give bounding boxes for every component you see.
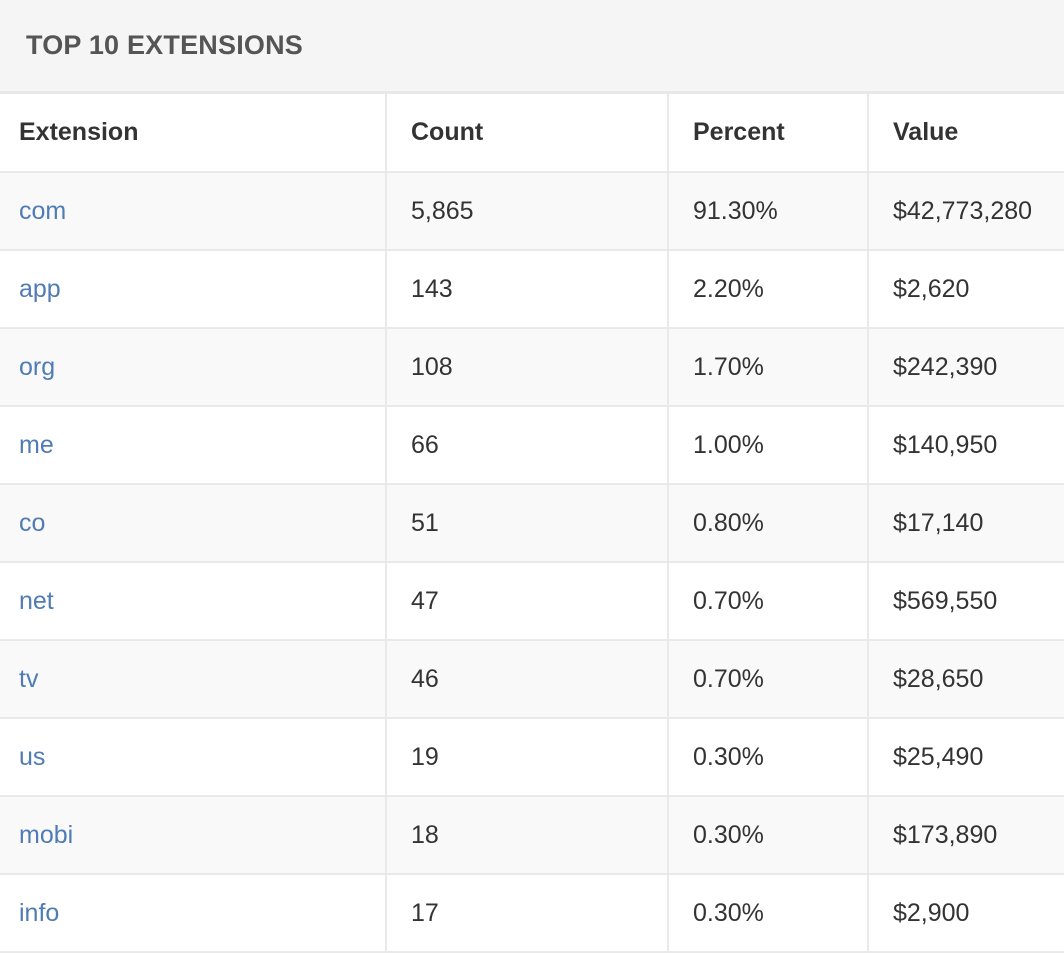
column-header-value: Value xyxy=(867,94,1064,173)
count-cell: 51 xyxy=(385,484,668,563)
extension-cell: info xyxy=(0,874,386,953)
percent-cell: 0.80% xyxy=(667,484,868,563)
table-row: us 19 0.30% $25,490 xyxy=(0,718,1064,797)
value-cell: $42,773,280 xyxy=(867,172,1064,251)
extension-link[interactable]: mobi xyxy=(19,820,74,849)
value-cell: $2,900 xyxy=(867,874,1064,953)
value-cell: $17,140 xyxy=(867,484,1064,563)
extension-link[interactable]: us xyxy=(19,742,46,771)
panel-heading: TOP 10 EXTENSIONS xyxy=(0,0,1064,94)
extension-cell: me xyxy=(0,406,386,485)
percent-cell: 1.70% xyxy=(667,328,868,407)
percent-cell: 0.30% xyxy=(667,718,868,797)
extension-link[interactable]: me xyxy=(19,430,54,459)
extension-cell: tv xyxy=(0,640,386,719)
column-header-count: Count xyxy=(385,94,668,173)
value-cell: $2,620 xyxy=(867,250,1064,329)
extension-cell: app xyxy=(0,250,386,329)
count-cell: 46 xyxy=(385,640,668,719)
extension-link[interactable]: info xyxy=(19,898,60,927)
percent-cell: 0.70% xyxy=(667,562,868,641)
value-cell: $569,550 xyxy=(867,562,1064,641)
percent-cell: 0.30% xyxy=(667,796,868,875)
panel-title: TOP 10 EXTENSIONS xyxy=(26,30,303,60)
count-cell: 47 xyxy=(385,562,668,641)
percent-cell: 1.00% xyxy=(667,406,868,485)
table-row: mobi 18 0.30% $173,890 xyxy=(0,796,1064,875)
header-row: Extension Count Percent Value xyxy=(0,94,1064,173)
value-cell: $140,950 xyxy=(867,406,1064,485)
value-cell: $173,890 xyxy=(867,796,1064,875)
count-cell: 143 xyxy=(385,250,668,329)
column-header-percent: Percent xyxy=(667,94,868,173)
count-cell: 18 xyxy=(385,796,668,875)
extension-link[interactable]: tv xyxy=(19,664,39,693)
table-row: me 66 1.00% $140,950 xyxy=(0,406,1064,485)
extension-cell: mobi xyxy=(0,796,386,875)
value-cell: $242,390 xyxy=(867,328,1064,407)
percent-cell: 0.30% xyxy=(667,874,868,953)
table-row: org 108 1.70% $242,390 xyxy=(0,328,1064,407)
count-cell: 66 xyxy=(385,406,668,485)
percent-cell: 2.20% xyxy=(667,250,868,329)
table-row: com 5,865 91.30% $42,773,280 xyxy=(0,172,1064,251)
count-cell: 19 xyxy=(385,718,668,797)
extension-cell: us xyxy=(0,718,386,797)
table-row: info 17 0.30% $2,900 xyxy=(0,874,1064,953)
count-cell: 17 xyxy=(385,874,668,953)
table-row: net 47 0.70% $569,550 xyxy=(0,562,1064,641)
extension-link[interactable]: co xyxy=(19,508,46,537)
extension-cell: net xyxy=(0,562,386,641)
extension-link[interactable]: com xyxy=(19,196,67,225)
count-cell: 108 xyxy=(385,328,668,407)
table-row: tv 46 0.70% $28,650 xyxy=(0,640,1064,719)
extension-cell: org xyxy=(0,328,386,407)
extension-link[interactable]: app xyxy=(19,274,61,303)
value-cell: $28,650 xyxy=(867,640,1064,719)
extensions-table: Extension Count Percent Value com 5,865 … xyxy=(0,94,1064,953)
table-header: Extension Count Percent Value xyxy=(0,94,1064,173)
table-row: co 51 0.80% $17,140 xyxy=(0,484,1064,563)
percent-cell: 0.70% xyxy=(667,640,868,719)
column-header-extension: Extension xyxy=(0,94,386,173)
extension-link[interactable]: net xyxy=(19,586,54,615)
extension-cell: co xyxy=(0,484,386,563)
count-cell: 5,865 xyxy=(385,172,668,251)
extension-link[interactable]: org xyxy=(19,352,56,381)
percent-cell: 91.30% xyxy=(667,172,868,251)
table-row: app 143 2.20% $2,620 xyxy=(0,250,1064,329)
table-body: com 5,865 91.30% $42,773,280 app 143 2.2… xyxy=(0,172,1064,953)
extension-cell: com xyxy=(0,172,386,251)
value-cell: $25,490 xyxy=(867,718,1064,797)
